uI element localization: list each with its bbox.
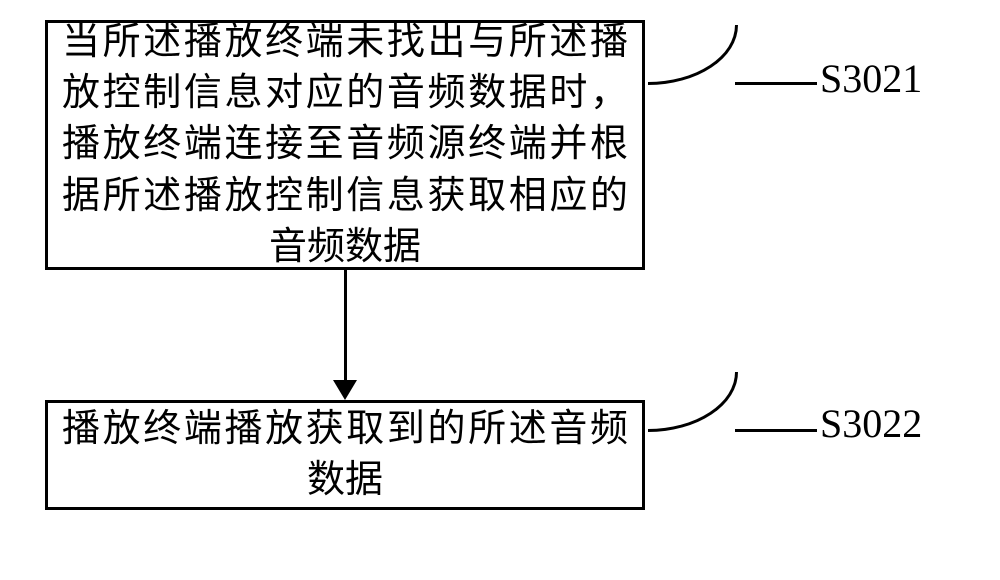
label-connector-curve-2 [648, 372, 738, 432]
flow-node-1-label: S3021 [820, 55, 922, 102]
flow-edge-arrowhead [333, 380, 357, 400]
flow-node-2-label: S3022 [820, 400, 922, 447]
flow-edge-line [344, 270, 347, 382]
flow-node-2: 播放终端播放获取到的所述音频数据 [45, 400, 645, 510]
label-connector-curve-1 [648, 25, 738, 85]
flow-node-1-text: 当所述播放终端未找出与所述播放控制信息对应的音频数据时，播放终端连接至音频源终端… [62, 17, 628, 273]
flow-node-2-text: 播放终端播放获取到的所述音频数据 [62, 404, 628, 507]
flow-node-1: 当所述播放终端未找出与所述播放控制信息对应的音频数据时，播放终端连接至音频源终端… [45, 20, 645, 270]
label-connector-line-2 [735, 429, 817, 432]
label-connector-line-1 [735, 82, 817, 85]
